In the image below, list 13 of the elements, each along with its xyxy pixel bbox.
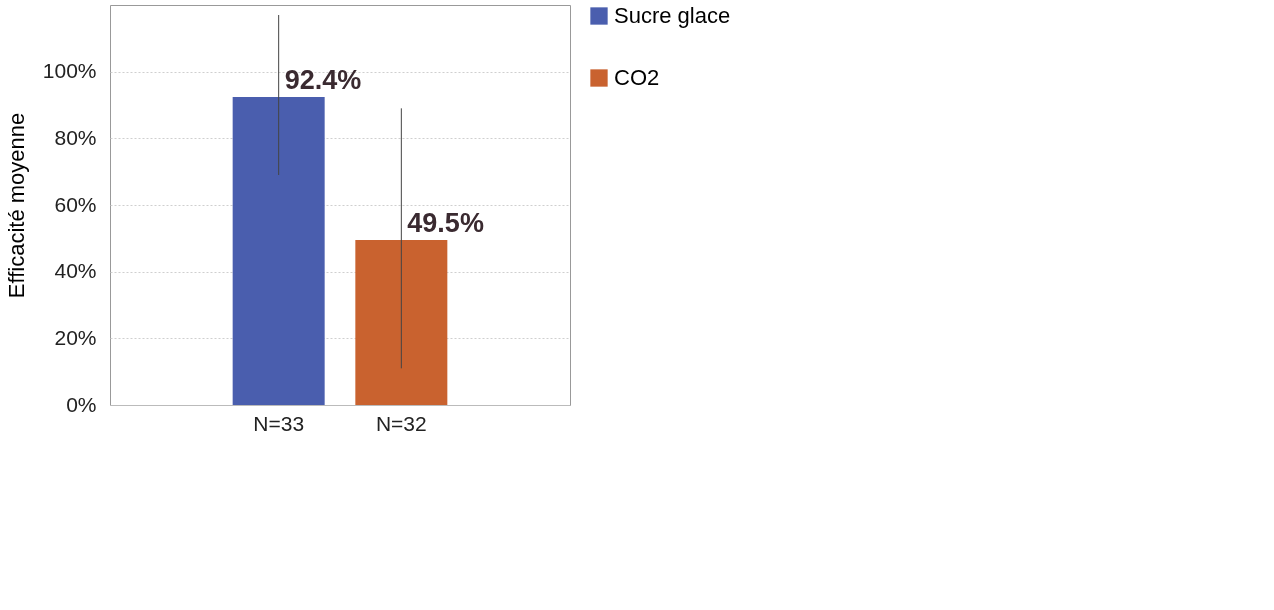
y-tick-label: 100%	[42, 59, 97, 83]
y-tick-label: 20%	[54, 325, 97, 349]
data-label: 49.5%	[407, 208, 484, 238]
y-tick-label: 60%	[54, 192, 97, 216]
x-tick-label: N=33	[253, 411, 305, 435]
y-axis-title: Efficacité moyenne	[3, 112, 29, 299]
y-tick-label: 80%	[54, 125, 97, 149]
x-tick-label: N=32	[375, 411, 427, 435]
data-label: 92.4%	[284, 65, 362, 95]
y-tick-label: 0%	[66, 392, 97, 416]
y-tick-label: 40%	[54, 259, 97, 283]
legend-label: CO2	[614, 65, 660, 90]
legend-label: Sucre glace	[614, 3, 731, 28]
